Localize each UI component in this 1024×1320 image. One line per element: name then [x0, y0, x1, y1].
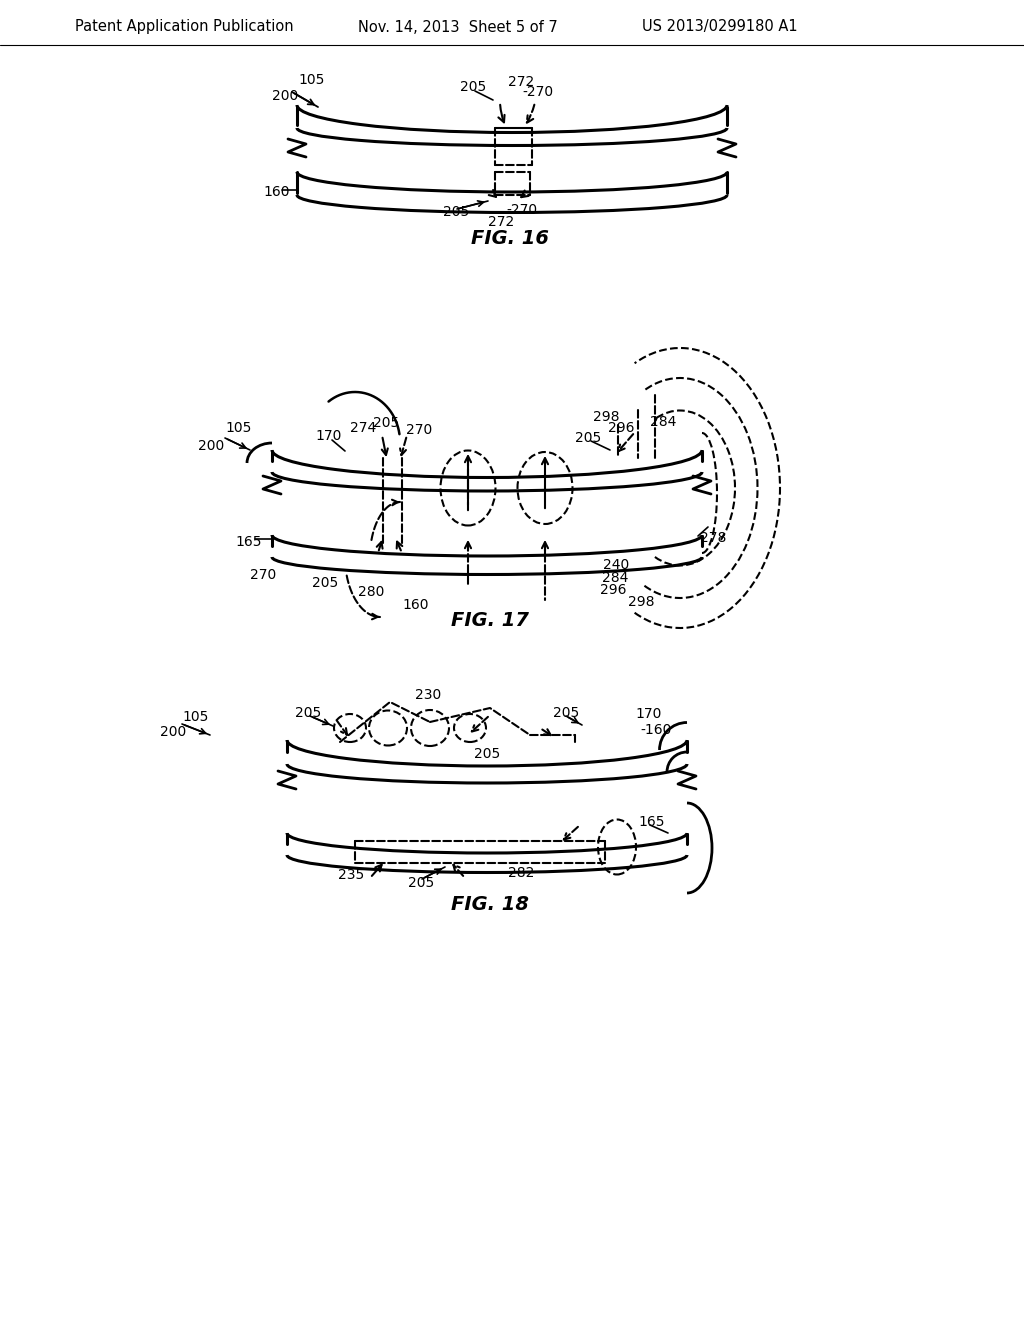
Text: 170: 170: [315, 429, 341, 444]
Text: 165: 165: [638, 814, 665, 829]
Text: 205: 205: [408, 876, 434, 890]
Text: 205: 205: [312, 576, 338, 590]
Text: -270: -270: [506, 203, 538, 216]
Text: 105: 105: [225, 421, 251, 436]
Text: 282: 282: [508, 866, 535, 880]
Text: FIG. 16: FIG. 16: [471, 228, 549, 248]
Text: 105: 105: [182, 710, 208, 723]
Text: 205: 205: [443, 205, 469, 219]
Text: 165: 165: [234, 535, 261, 549]
Text: 170: 170: [635, 708, 662, 721]
Text: 296: 296: [600, 583, 627, 597]
Text: 298: 298: [593, 411, 620, 424]
Text: 270: 270: [406, 422, 432, 437]
Text: 205: 205: [373, 416, 399, 430]
Text: 205: 205: [553, 706, 580, 719]
Text: 284: 284: [602, 572, 629, 585]
Text: 235: 235: [338, 869, 365, 882]
Text: 160: 160: [402, 598, 428, 612]
Text: 105: 105: [298, 73, 325, 87]
Text: Patent Application Publication: Patent Application Publication: [75, 20, 294, 34]
Text: 205: 205: [575, 432, 601, 445]
Text: 274: 274: [350, 421, 376, 436]
Text: 298: 298: [628, 595, 654, 609]
Text: 272: 272: [508, 75, 535, 88]
Text: -270: -270: [522, 84, 553, 99]
Text: 200: 200: [272, 88, 298, 103]
Text: 160: 160: [263, 185, 290, 199]
Text: 280: 280: [358, 585, 384, 599]
Text: 284: 284: [650, 414, 677, 429]
Text: 296: 296: [608, 421, 635, 436]
Text: 270: 270: [250, 568, 276, 582]
Text: FIG. 17: FIG. 17: [451, 610, 529, 630]
Text: 205: 205: [474, 747, 500, 762]
Text: FIG. 18: FIG. 18: [451, 895, 529, 915]
Text: 230: 230: [415, 688, 441, 702]
Text: 240: 240: [603, 558, 630, 572]
Text: Nov. 14, 2013  Sheet 5 of 7: Nov. 14, 2013 Sheet 5 of 7: [358, 20, 558, 34]
Text: 200: 200: [198, 440, 224, 453]
Text: 200: 200: [160, 725, 186, 739]
Text: 278: 278: [700, 531, 726, 545]
Text: 272: 272: [488, 215, 514, 228]
Text: 205: 205: [460, 81, 486, 94]
Text: US 2013/0299180 A1: US 2013/0299180 A1: [642, 20, 798, 34]
Text: 205: 205: [295, 706, 322, 719]
Text: -160: -160: [640, 723, 672, 737]
